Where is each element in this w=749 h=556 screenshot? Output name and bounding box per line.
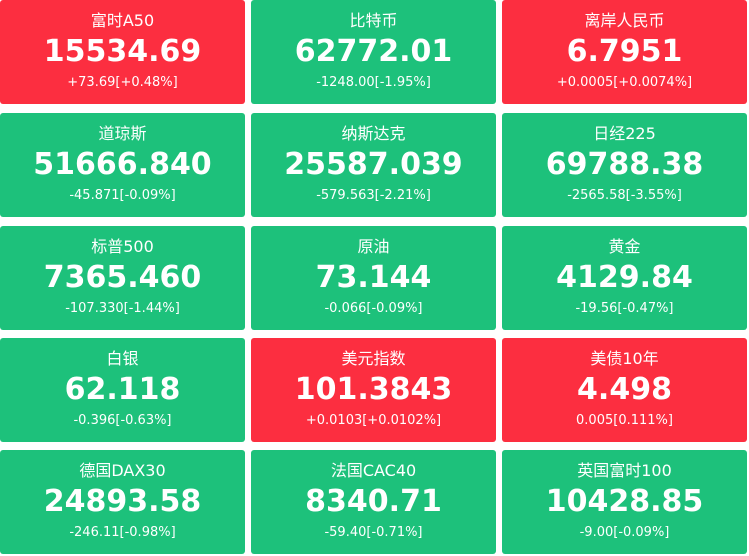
market-tile[interactable]: 德国DAX30 24893.58 -246.11[-0.98%] (0, 450, 245, 554)
market-tile[interactable]: 纳斯达克 25587.039 -579.563[-2.21%] (251, 113, 496, 217)
tile-price: 62.118 (64, 372, 181, 407)
tile-name: 英国富时100 (577, 461, 672, 480)
tile-change: -0.066[-0.09%] (324, 301, 423, 316)
market-tile[interactable]: 英国富时100 10428.85 -9.00[-0.09%] (502, 450, 747, 554)
market-tile[interactable]: 比特币 62772.01 -1248.00[-1.95%] (251, 0, 496, 104)
tile-change: -59.40[-0.71%] (324, 525, 423, 540)
tile-price: 73.144 (315, 260, 432, 295)
market-tile[interactable]: 日经225 69788.38 -2565.58[-3.55%] (502, 113, 747, 217)
tile-change: -107.330[-1.44%] (65, 301, 180, 316)
tile-price: 10428.85 (545, 484, 704, 519)
tile-change: -45.871[-0.09%] (69, 188, 176, 203)
tile-price: 6.7951 (566, 34, 683, 69)
tile-price: 4.498 (577, 372, 672, 407)
market-tile[interactable]: 道琼斯 51666.840 -45.871[-0.09%] (0, 113, 245, 217)
tile-change: -0.396[-0.63%] (73, 413, 172, 428)
tile-name: 德国DAX30 (79, 461, 166, 480)
tile-price: 15534.69 (43, 34, 202, 69)
tile-price: 24893.58 (43, 484, 202, 519)
market-tile[interactable]: 富时A50 15534.69 +73.69[+0.48%] (0, 0, 245, 104)
tile-change: -246.11[-0.98%] (69, 525, 176, 540)
tile-name: 标普500 (91, 237, 154, 256)
market-tile[interactable]: 原油 73.144 -0.066[-0.09%] (251, 226, 496, 330)
tile-name: 日经225 (593, 124, 656, 143)
market-tile[interactable]: 法国CAC40 8340.71 -59.40[-0.71%] (251, 450, 496, 554)
tile-change: -2565.58[-3.55%] (567, 188, 682, 203)
market-tile[interactable]: 离岸人民币 6.7951 +0.0005[+0.0074%] (502, 0, 747, 104)
tile-price: 4129.84 (556, 260, 693, 295)
tile-change: +0.0103[+0.0102%] (305, 413, 442, 428)
market-tile[interactable]: 标普500 7365.460 -107.330[-1.44%] (0, 226, 245, 330)
tile-change: +73.69[+0.48%] (67, 75, 178, 90)
tile-price: 8340.71 (305, 484, 442, 519)
tile-change: -9.00[-0.09%] (579, 525, 670, 540)
tile-name: 离岸人民币 (584, 11, 665, 30)
tile-change: -19.56[-0.47%] (575, 301, 674, 316)
tile-change: -1248.00[-1.95%] (316, 75, 431, 90)
tile-price: 7365.460 (43, 260, 202, 295)
tile-name: 纳斯达克 (341, 124, 406, 143)
tile-change: -579.563[-2.21%] (316, 188, 431, 203)
tile-change: +0.0005[+0.0074%] (556, 75, 693, 90)
tile-name: 富时A50 (90, 11, 155, 30)
tile-price: 25587.039 (284, 147, 463, 182)
market-tile[interactable]: 美元指数 101.3843 +0.0103[+0.0102%] (251, 338, 496, 442)
market-tile[interactable]: 黄金 4129.84 -19.56[-0.47%] (502, 226, 747, 330)
tile-name: 美债10年 (590, 349, 659, 368)
tile-change: 0.005[0.111%] (576, 413, 673, 428)
tile-price: 101.3843 (294, 372, 453, 407)
tile-price: 62772.01 (294, 34, 453, 69)
tile-name: 道琼斯 (98, 124, 147, 143)
market-tile[interactable]: 白银 62.118 -0.396[-0.63%] (0, 338, 245, 442)
tile-name: 美元指数 (341, 349, 406, 368)
tile-name: 原油 (357, 237, 390, 256)
tile-name: 法国CAC40 (330, 461, 417, 480)
tile-price: 51666.840 (33, 147, 212, 182)
tile-name: 比特币 (349, 11, 398, 30)
market-tile[interactable]: 美债10年 4.498 0.005[0.111%] (502, 338, 747, 442)
tile-name: 白银 (106, 349, 139, 368)
tile-name: 黄金 (608, 237, 641, 256)
tile-price: 69788.38 (545, 147, 704, 182)
